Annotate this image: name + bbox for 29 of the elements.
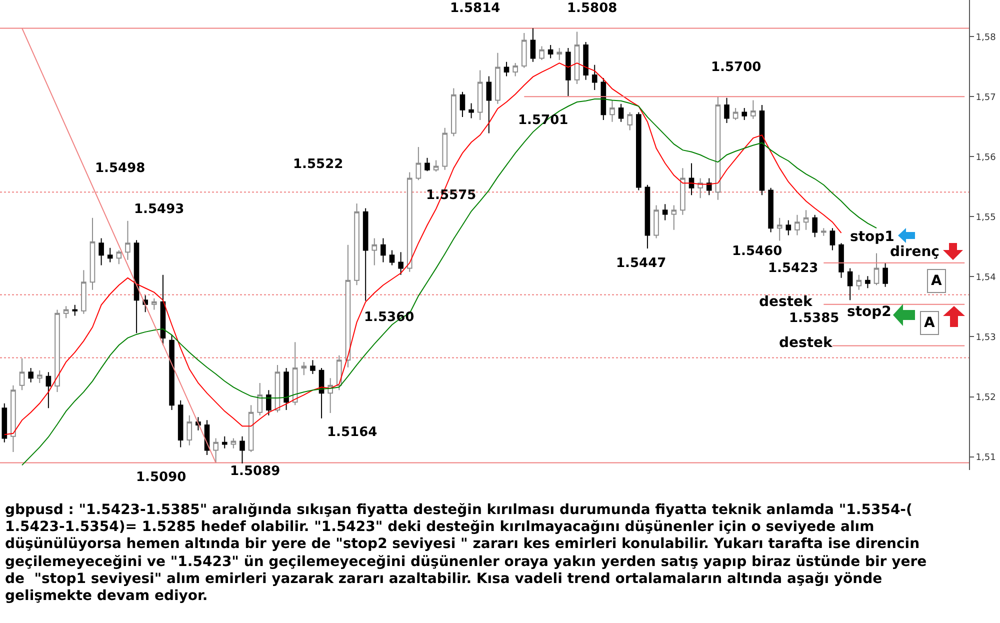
annotation: 1.5460 — [732, 244, 782, 259]
annotation: destek — [779, 335, 834, 351]
annotation: 1.5423 — [768, 261, 818, 276]
annotation: 1.5498 — [95, 161, 146, 176]
annotation: 1.5493 — [134, 202, 184, 217]
annotation: 1.5164 — [327, 425, 378, 440]
y-tick-label: 1,55 — [976, 212, 996, 223]
annotation: 1.5385 — [789, 311, 840, 326]
text: 1.5090 — [136, 470, 186, 485]
annotation: 1.5522 — [293, 157, 344, 172]
annotation: 1.5814 — [450, 1, 500, 16]
annotation: destek — [759, 294, 814, 310]
y-tick-label: 1,57 — [976, 92, 996, 103]
annotation: stop1 — [850, 229, 894, 245]
y-tick-label: 1,51 — [976, 452, 996, 463]
y-tick-label: 1,53 — [976, 332, 996, 343]
y-tick-label: 1,54 — [976, 272, 996, 283]
annotation: 1.5808 — [567, 1, 618, 16]
annotation: stop2 — [847, 304, 892, 320]
text: gbpusd : "1.5423-1.5385" aralığında sıkışan fiyatta desteğin kırılması durumunda fiyatta teknik anlamda "1.5354-( 1.5423-1.5354)= 1.5285 hedef olabilir. "1.5423" deki desteğin kırılmayacağını düşünenler için o seviyede alım düşünülüyorsa hemen altında bir yere de "stop2 seviyesi " zararı kes emirleri konulabilir. Yukarı tarafta ise direncin geçilemeyeceğini ve "1.5423" ün geçilemeyeceğini düşünenler oraya yakın yerden satış yapıp biraz üstünde bir yere de "stop1 seviyesi" alım emirleri yazarak zararı azaltabilir. Kısa vadeli trend ortalamaların altında aşağı yönde gelişmekte devam ediyor. — [5, 502, 928, 606]
y-tick-label: 1,52 — [976, 392, 996, 403]
y-tick-label: 1,58 — [976, 32, 996, 43]
annotation: A — [924, 315, 935, 331]
annotation: 1.5089 — [230, 464, 280, 479]
y-tick-label: 1,56 — [976, 152, 996, 163]
annotation: 1.5447 — [616, 256, 666, 271]
annotation: A — [931, 273, 942, 289]
annotation: direnç — [890, 244, 940, 260]
annotation: 1.5700 — [711, 60, 762, 75]
